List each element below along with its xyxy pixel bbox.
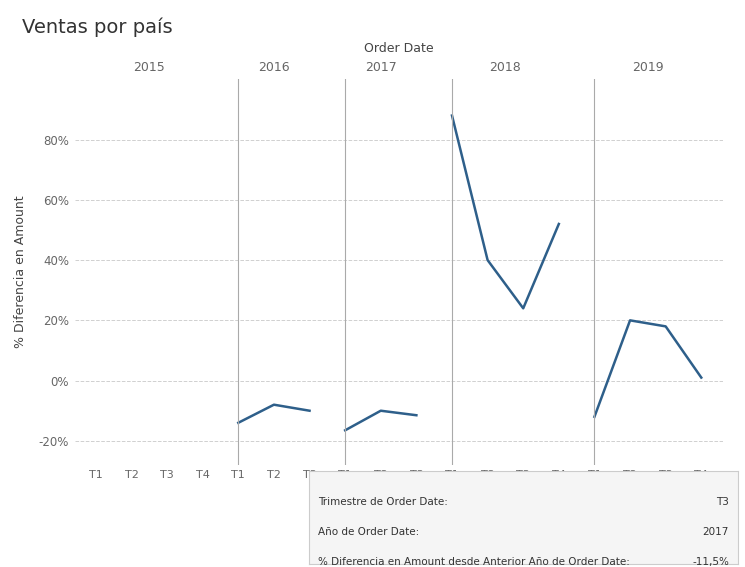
Text: T3: T3 <box>716 497 729 507</box>
Text: 2017: 2017 <box>703 527 729 537</box>
Text: % Diferencia en Amount desde Anterior Año de Order Date:: % Diferencia en Amount desde Anterior Añ… <box>317 557 630 566</box>
Text: -11,5%: -11,5% <box>692 557 729 566</box>
Text: Trimestre de Order Date:: Trimestre de Order Date: <box>317 497 448 507</box>
Text: Ventas por país: Ventas por país <box>22 17 173 36</box>
Y-axis label: % Diferencia en Amount: % Diferencia en Amount <box>14 196 28 349</box>
X-axis label: Order Date: Order Date <box>364 43 434 56</box>
Text: Año de Order Date:: Año de Order Date: <box>317 527 419 537</box>
